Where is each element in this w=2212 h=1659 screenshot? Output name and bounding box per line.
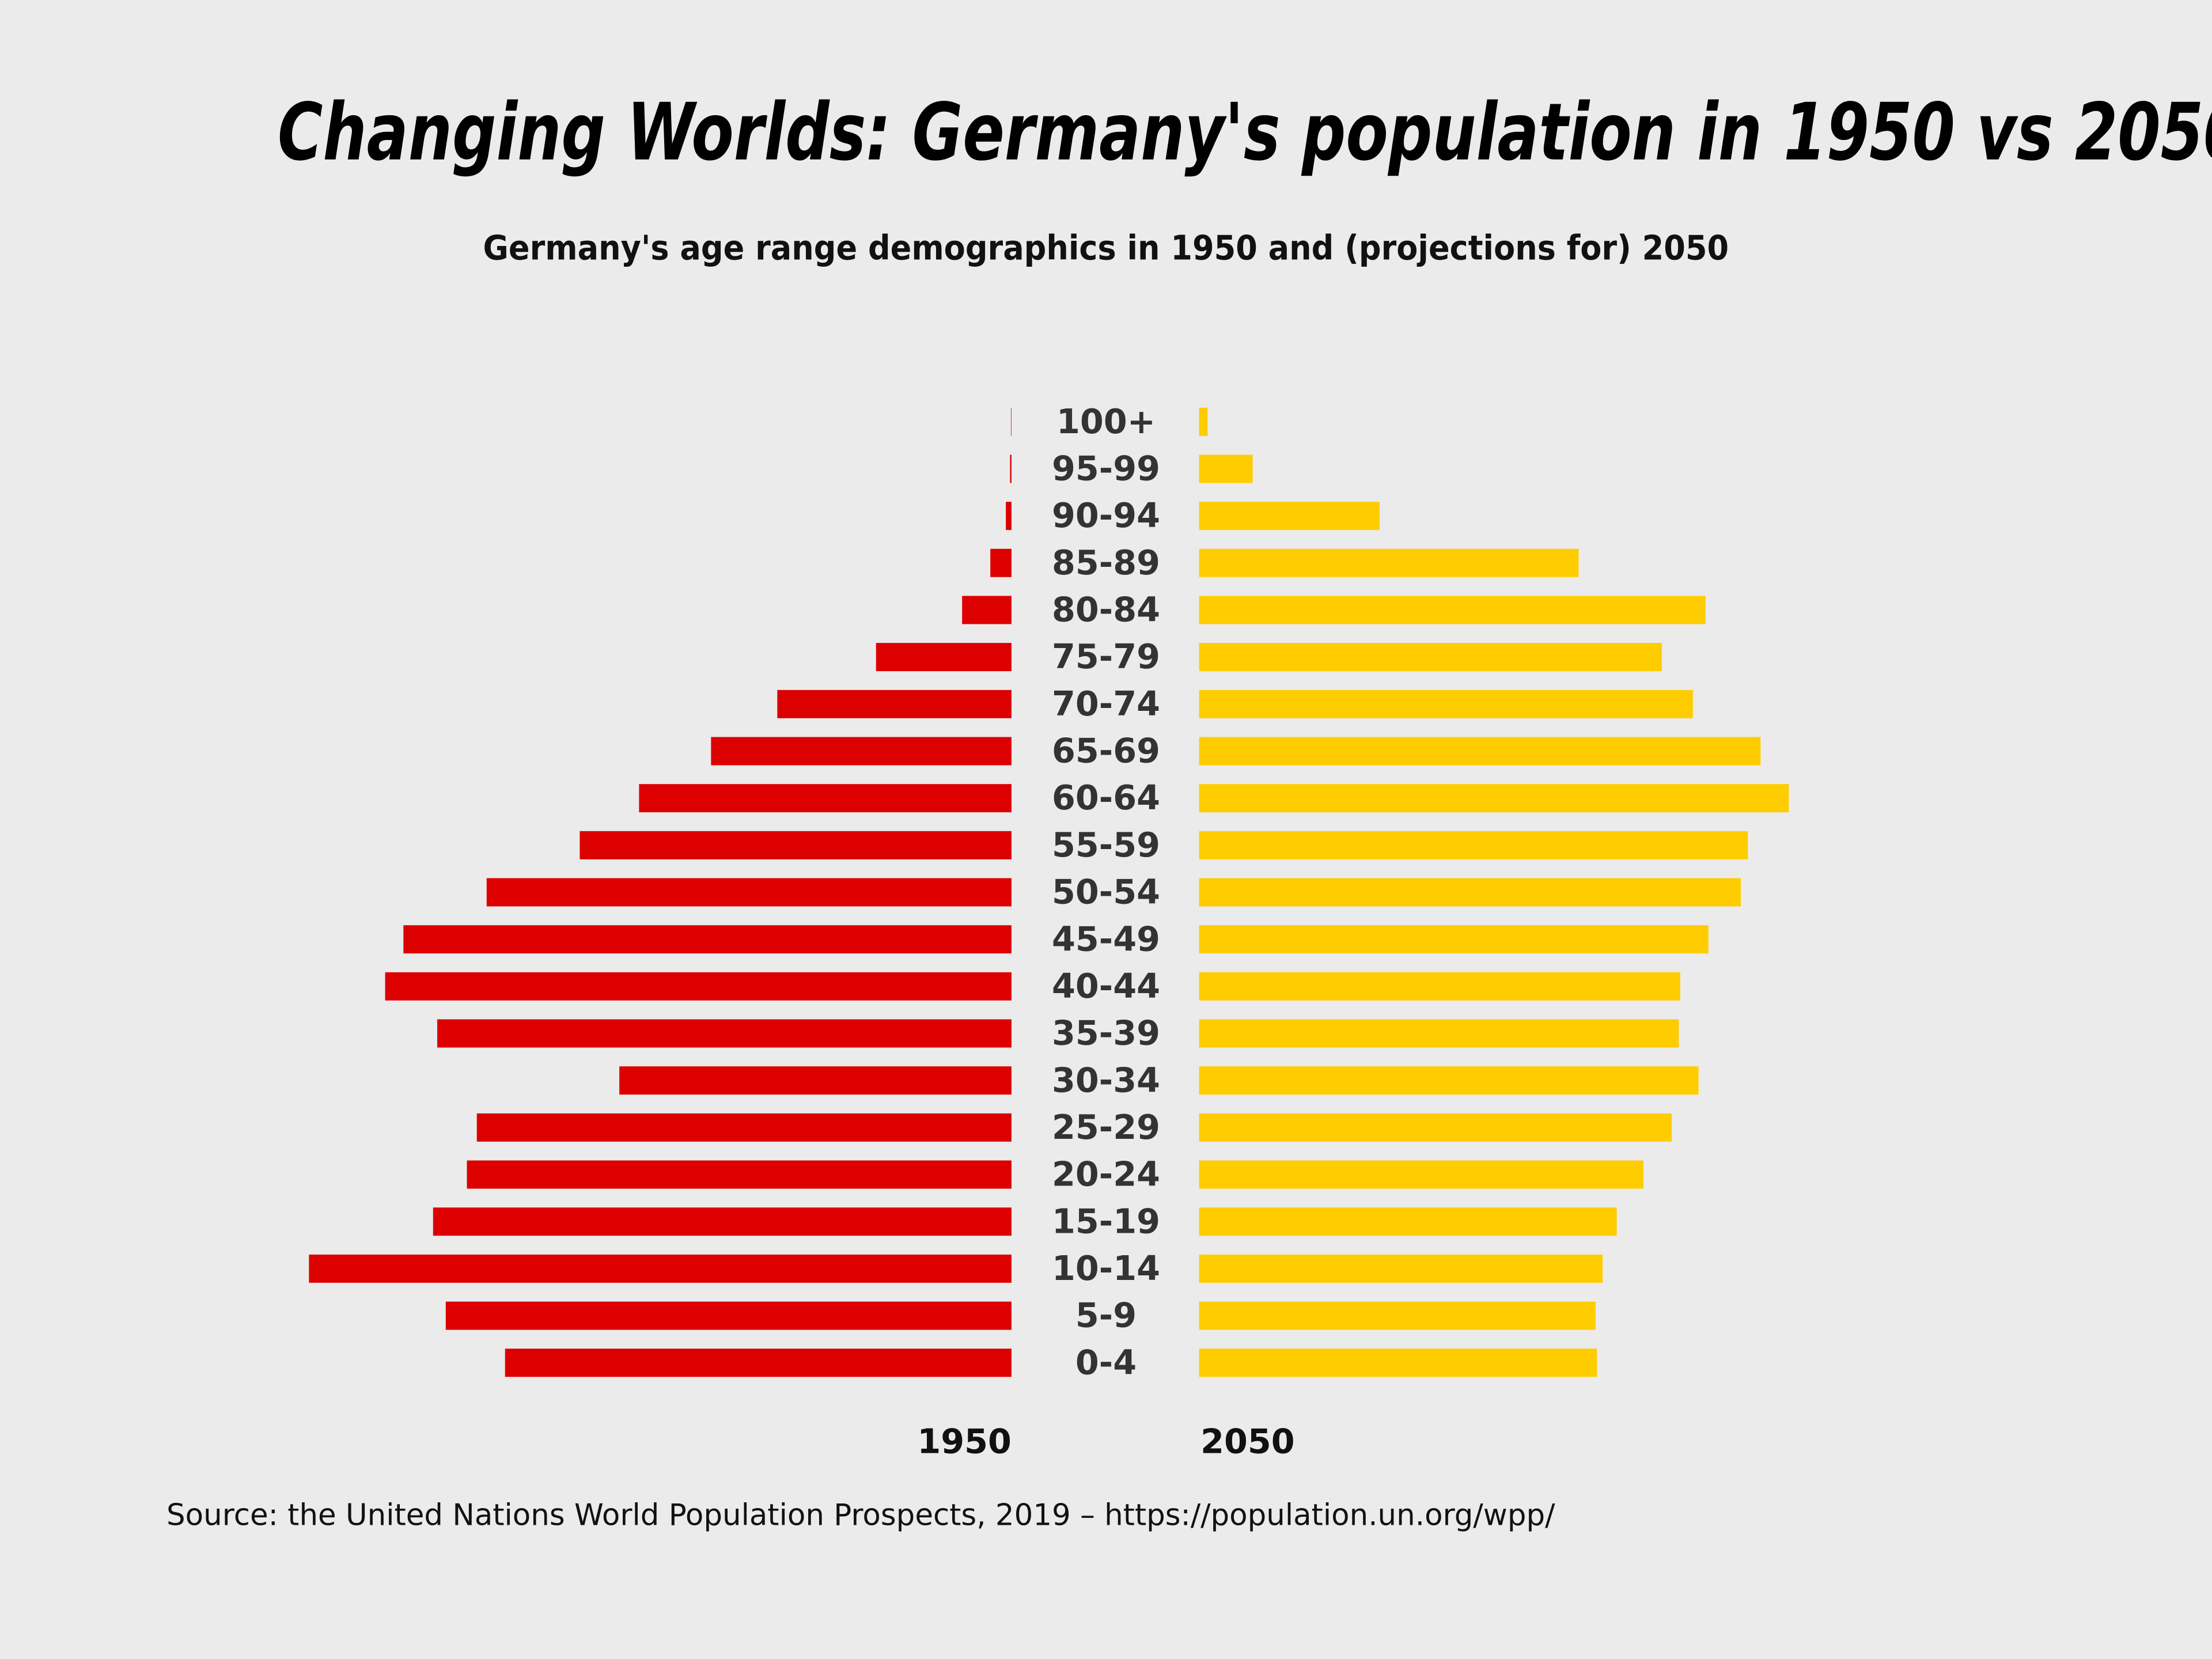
age-label: 85-89 — [1052, 543, 1160, 582]
bar-2050-35-39 — [1199, 1019, 1679, 1048]
bar-1950-65-69 — [711, 737, 1012, 766]
chart-title: Changing Worlds: Germany's population in… — [0, 88, 2212, 179]
bar-2050-40-44 — [1199, 972, 1680, 1001]
age-label: 90-94 — [1052, 495, 1160, 535]
bar-1950-15-19 — [433, 1207, 1012, 1236]
bar-1950-100+ — [1011, 407, 1012, 436]
bar-1950-75-79 — [876, 643, 1012, 672]
bar-1950-40-44 — [385, 972, 1012, 1001]
bar-2050-60-64 — [1199, 784, 1789, 813]
bar-1950-70-74 — [777, 690, 1012, 718]
bar-2050-20-24 — [1199, 1160, 1644, 1189]
age-label: 60-64 — [1052, 778, 1160, 817]
bar-2050-15-19 — [1199, 1207, 1617, 1236]
age-label: 35-39 — [1052, 1013, 1160, 1053]
bar-1950-30-34 — [619, 1066, 1012, 1095]
bar-1950-95-99 — [1010, 454, 1012, 483]
bar-2050-95-99 — [1199, 454, 1253, 483]
age-label: 30-34 — [1052, 1060, 1160, 1100]
bar-2050-90-94 — [1199, 502, 1380, 531]
bar-2050-55-59 — [1199, 831, 1748, 859]
age-label: 75-79 — [1052, 637, 1160, 676]
age-label: 5-9 — [1075, 1296, 1137, 1335]
age-label: 50-54 — [1052, 872, 1160, 912]
chart-title-text: Changing Worlds: Germany's population in… — [277, 87, 2212, 180]
bar-1950-85-89 — [990, 548, 1012, 577]
age-label: 65-69 — [1052, 731, 1160, 771]
bar-2050-5-9 — [1199, 1301, 1596, 1330]
bar-2050-50-54 — [1199, 878, 1741, 907]
chart-subtitle-text: Germany's age range demographics in 1950… — [483, 228, 1729, 268]
bar-1950-0-4 — [505, 1349, 1012, 1377]
chart-subtitle: Germany's age range demographics in 1950… — [0, 229, 2212, 268]
bar-2050-100+ — [1199, 407, 1208, 436]
age-label: 70-74 — [1052, 684, 1160, 724]
bar-2050-45-49 — [1199, 925, 1709, 954]
bar-2050-85-89 — [1199, 548, 1579, 577]
bar-2050-30-34 — [1199, 1066, 1699, 1095]
age-label: 55-59 — [1052, 825, 1160, 865]
bar-2050-75-79 — [1199, 643, 1662, 672]
bar-2050-65-69 — [1199, 737, 1761, 766]
bar-1950-50-54 — [486, 878, 1012, 907]
series-label-2050: 2050 — [1200, 1421, 1295, 1461]
age-label: 10-14 — [1052, 1248, 1160, 1288]
age-label: 95-99 — [1052, 449, 1160, 488]
age-label: 100+ — [1056, 402, 1156, 441]
series-label-1950: 1950 — [917, 1421, 1012, 1461]
bar-2050-80-84 — [1199, 596, 1706, 624]
bar-1950-5-9 — [445, 1301, 1012, 1330]
bar-2050-25-29 — [1199, 1113, 1672, 1142]
age-label: 20-24 — [1052, 1154, 1160, 1194]
age-label: 0-4 — [1075, 1342, 1137, 1382]
bar-1950-20-24 — [467, 1160, 1012, 1189]
bar-1950-80-84 — [962, 596, 1012, 624]
bar-1950-10-14 — [309, 1254, 1012, 1283]
source-note: Source: the United Nations World Populat… — [166, 1498, 1555, 1532]
bar-1950-35-39 — [437, 1019, 1012, 1048]
bar-2050-0-4 — [1199, 1349, 1597, 1377]
age-label: 25-29 — [1052, 1107, 1160, 1147]
age-label: 45-49 — [1052, 919, 1160, 959]
bar-1950-55-59 — [579, 831, 1012, 859]
bar-1950-25-29 — [476, 1113, 1012, 1142]
bar-1950-45-49 — [403, 925, 1012, 954]
bar-1950-90-94 — [1006, 502, 1012, 531]
bar-2050-70-74 — [1199, 690, 1693, 718]
age-label: 80-84 — [1052, 590, 1160, 630]
bar-1950-60-64 — [639, 784, 1012, 813]
age-label: 40-44 — [1052, 966, 1160, 1006]
bar-2050-10-14 — [1199, 1254, 1603, 1283]
age-label: 15-19 — [1052, 1201, 1160, 1241]
